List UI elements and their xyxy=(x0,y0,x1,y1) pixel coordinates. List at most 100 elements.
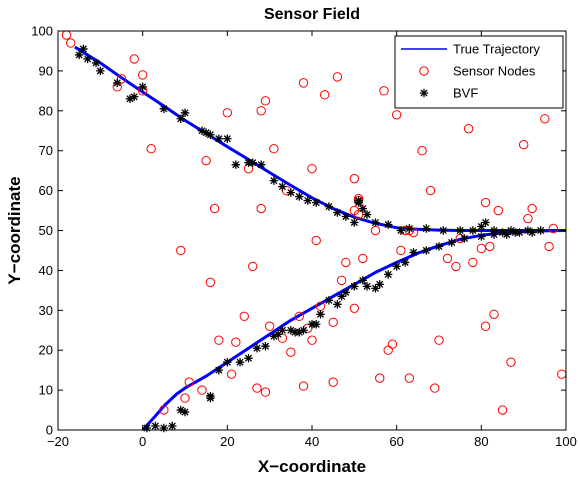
y-tick-label: 70 xyxy=(39,143,53,158)
sensor-node-point xyxy=(307,335,317,345)
sensor-node-point xyxy=(256,106,266,116)
bvf-point xyxy=(261,342,270,351)
series-true-trajectory xyxy=(74,45,567,432)
y-tick-label: 20 xyxy=(39,343,53,358)
sensor-node-point xyxy=(184,377,194,387)
sensor-node-point xyxy=(358,253,368,264)
sensor-node-point xyxy=(523,213,533,224)
bvf-point xyxy=(197,126,207,135)
sensor-node-point xyxy=(180,393,190,403)
x-tick-label: 20 xyxy=(220,434,234,449)
sensor-node-point xyxy=(463,124,474,134)
bvf-point xyxy=(362,282,372,291)
bvf-point xyxy=(223,134,232,143)
bvf-point xyxy=(125,94,135,104)
sensor-node-point xyxy=(307,163,317,174)
sensor-node-point xyxy=(434,335,444,345)
bvf-point xyxy=(96,66,105,76)
bvf-point xyxy=(83,54,92,64)
y-tick-label: 0 xyxy=(46,423,53,438)
bvf-point xyxy=(286,188,296,197)
bvf-point xyxy=(269,176,279,185)
sensor-node-point xyxy=(336,275,347,286)
bvf-point xyxy=(489,230,499,239)
bvf-point xyxy=(447,238,456,247)
sensor-node-point xyxy=(425,185,436,196)
sensor-node-point xyxy=(396,245,406,256)
sensor-node-point xyxy=(375,373,385,383)
bvf-point xyxy=(455,226,465,235)
sensor-node-point xyxy=(159,405,169,415)
y-tick-label: 60 xyxy=(39,183,53,198)
bvf-point xyxy=(511,228,520,237)
sensor-node-point xyxy=(485,241,495,252)
legend-entry-label: BVF xyxy=(453,86,478,101)
bvf-point xyxy=(244,353,253,363)
bvf-point xyxy=(113,78,122,88)
y-tick-label: 30 xyxy=(39,303,53,318)
sensor-node-point xyxy=(391,110,402,120)
y-tick-label: 10 xyxy=(39,383,53,398)
bvf-point xyxy=(477,232,486,241)
sensor-node-point xyxy=(349,173,360,184)
sensor-node-point xyxy=(209,203,220,214)
bvf-point xyxy=(384,270,393,279)
bvf-point xyxy=(176,405,185,415)
bvf-point xyxy=(151,421,160,431)
x-tick-label: 100 xyxy=(555,434,577,449)
chart-title: Sensor Field xyxy=(264,6,360,23)
y-tick-label: 50 xyxy=(39,223,53,238)
bvf-point xyxy=(180,407,190,417)
bvf-point xyxy=(138,82,147,92)
sensor-node-point xyxy=(417,146,427,156)
bvf-point xyxy=(392,262,401,271)
sensor-node-point xyxy=(387,339,398,349)
bvf-point xyxy=(333,300,342,309)
bvf-point xyxy=(180,108,190,117)
bvf-point xyxy=(477,222,486,231)
sensor-node-point xyxy=(205,277,216,288)
sensor-node-point xyxy=(497,405,508,415)
bvf-point xyxy=(481,218,490,227)
sensor-node-point xyxy=(353,209,364,220)
y-tick-label: 100 xyxy=(31,24,53,39)
sensor-node-point xyxy=(137,70,148,80)
trajectory-line xyxy=(74,45,566,232)
bvf-point xyxy=(350,282,359,291)
sensor-node-point xyxy=(294,311,304,321)
series-bvf xyxy=(74,44,545,433)
x-tick-label: 60 xyxy=(389,434,403,449)
bvf-point xyxy=(341,212,351,221)
sensor-node-point xyxy=(493,205,503,216)
bvf-point xyxy=(312,320,321,329)
bvf-point xyxy=(206,130,215,139)
sensor-node-point xyxy=(226,369,237,379)
bvf-point xyxy=(295,192,304,201)
sensor-node-point xyxy=(222,108,233,118)
sensor-node-point xyxy=(239,311,249,321)
legend-asterisk-swatch xyxy=(419,88,429,98)
sensor-node-point xyxy=(201,155,211,166)
bvf-point xyxy=(405,224,414,233)
sensor-node-point xyxy=(548,223,558,234)
sensor-node-point xyxy=(430,383,440,393)
sensor-node-point xyxy=(349,303,360,314)
sensor-node-point xyxy=(256,203,266,214)
bvf-point xyxy=(74,50,84,60)
bvf-point xyxy=(290,328,300,337)
bvf-point xyxy=(286,326,296,335)
bvf-point xyxy=(468,226,478,235)
sensor-node-point xyxy=(527,203,537,214)
bvf-point xyxy=(273,330,283,339)
bvf-point xyxy=(439,226,448,235)
bvf-point xyxy=(358,276,367,285)
sensor-node-point xyxy=(468,257,478,268)
sensor-node-point xyxy=(176,245,186,256)
sensor-node-point xyxy=(328,377,338,387)
sensor-node-point xyxy=(341,257,351,268)
bvf-point xyxy=(79,44,88,54)
bvf-point xyxy=(371,284,380,293)
sensor-node-point xyxy=(264,321,275,331)
sensor-node-point xyxy=(404,373,415,383)
